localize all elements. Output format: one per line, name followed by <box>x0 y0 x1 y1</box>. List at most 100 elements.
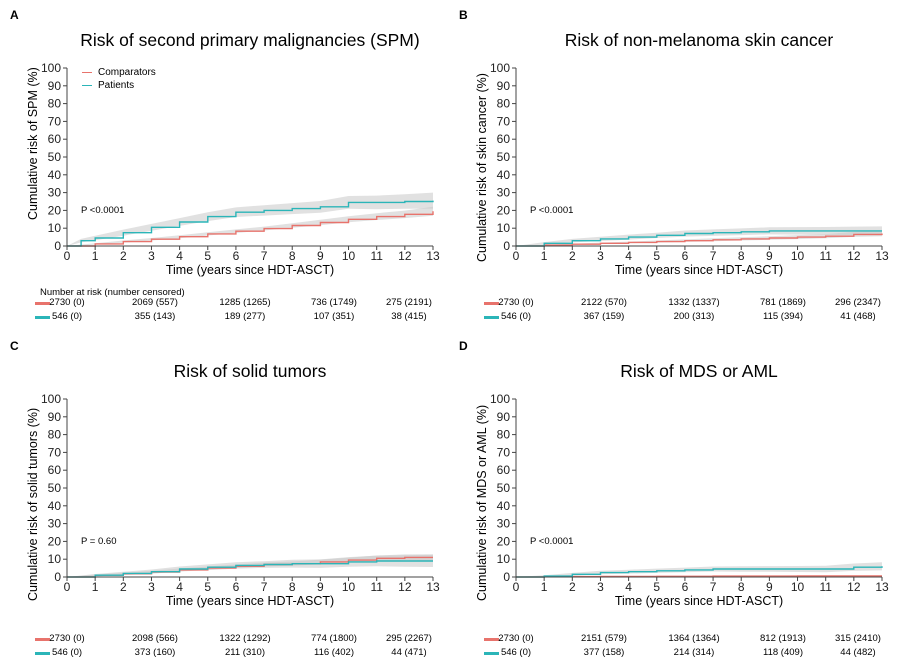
x-tick-label: 9 <box>766 580 773 594</box>
y-tick-label: 30 <box>497 186 511 200</box>
y-tick-label: 20 <box>497 203 511 217</box>
y-tick-label: 40 <box>497 499 511 513</box>
x-tick-label: 1 <box>541 249 548 263</box>
x-tick-label: 4 <box>176 580 183 594</box>
x-tick-label: 9 <box>317 580 324 594</box>
y-tick-label: 90 <box>497 79 511 93</box>
x-axis-label: Time (years since HDT-ASCT) <box>166 594 334 608</box>
y-tick-label: 100 <box>41 61 61 75</box>
series-line-patients <box>516 230 882 247</box>
x-tick-label: 7 <box>710 249 717 263</box>
risk-cell: 44 (482) <box>840 647 876 658</box>
x-tick-label: 13 <box>426 580 440 594</box>
y-tick-label: 10 <box>497 221 511 235</box>
risk-cell: 38 (415) <box>391 311 427 322</box>
confidence-band <box>67 192 433 246</box>
y-tick-label: 50 <box>497 481 511 495</box>
risk-cell: 367 (159) <box>583 311 625 322</box>
y-tick-label: 70 <box>497 445 511 459</box>
x-tick-label: 11 <box>370 249 383 263</box>
risk-row-comparators: 2730 (0) 2069 (557) 1285 (1265) 736 (174… <box>0 297 449 309</box>
y-tick-label: 100 <box>490 61 510 75</box>
x-axis-label: Time (years since HDT-ASCT) <box>615 594 783 608</box>
risk-cell: 373 (160) <box>134 647 176 658</box>
panel-c: C Risk of solid tumors Cumulative risk o… <box>0 331 449 661</box>
x-tick-label: 0 <box>513 580 520 594</box>
risk-swatch <box>484 316 499 319</box>
risk-cell: 118 (409) <box>763 647 803 658</box>
legend-label: Patients <box>98 80 135 91</box>
y-tick-label: 40 <box>48 168 62 182</box>
y-tick-label: 30 <box>48 517 62 531</box>
legend-label: Comparators <box>98 67 156 78</box>
x-tick-label: 4 <box>625 249 632 263</box>
y-tick-label: 60 <box>48 463 62 477</box>
x-tick-label: 11 <box>819 580 832 594</box>
x-tick-label: 7 <box>710 580 717 594</box>
x-tick-label: 8 <box>289 580 296 594</box>
chart-title: Risk of solid tumors <box>173 361 327 381</box>
p-value-label: P <0.0001 <box>81 205 124 216</box>
x-tick-label: 9 <box>317 249 324 263</box>
x-tick-label: 11 <box>370 580 383 594</box>
x-tick-label: 13 <box>875 249 889 263</box>
panel-b: B Risk of non-melanoma skin cancer Cumul… <box>449 0 898 330</box>
x-tick-label: 6 <box>682 249 689 263</box>
risk-cell: 189 (277) <box>224 311 266 322</box>
y-tick-label: 70 <box>48 114 62 128</box>
risk-swatch <box>35 316 50 319</box>
legend-item-comparators: Comparators <box>82 66 156 79</box>
series-line-patients <box>67 200 434 247</box>
y-tick-label: 70 <box>497 114 511 128</box>
x-tick-label: 5 <box>204 580 211 594</box>
risk-swatch <box>484 302 499 305</box>
y-tick-label: 70 <box>48 445 62 459</box>
y-tick-label: 80 <box>48 97 62 111</box>
y-tick-label: 50 <box>48 150 62 164</box>
y-tick-label: 0 <box>54 239 61 253</box>
risk-cell: 1332 (1337) <box>668 297 720 308</box>
y-tick-label: 0 <box>503 570 510 584</box>
y-tick-label: 100 <box>490 392 510 406</box>
risk-row-comparators: 2730 (0) 2098 (566) 1322 (1292) 774 (180… <box>0 633 449 645</box>
x-tick-label: 4 <box>176 249 183 263</box>
y-tick-label: 80 <box>497 428 511 442</box>
risk-swatch <box>35 652 50 655</box>
y-tick-label: 40 <box>48 499 62 513</box>
risk-swatch <box>484 638 499 641</box>
risk-swatch <box>35 638 50 641</box>
risk-cell: 44 (471) <box>391 647 427 658</box>
y-tick-label: 100 <box>41 392 61 406</box>
x-tick-label: 1 <box>92 580 99 594</box>
risk-cell: 2151 (579) <box>581 633 627 644</box>
risk-cell: 116 (402) <box>314 647 354 658</box>
x-tick-label: 6 <box>233 249 240 263</box>
risk-row-comparators: 2730 (0) 2122 (570) 1332 (1337) 781 (186… <box>449 297 898 309</box>
risk-cell: 2730 (0) <box>498 297 534 308</box>
risk-row-comparators: 2730 (0) 2151 (579) 1364 (1364) 812 (191… <box>449 633 898 645</box>
x-tick-label: 3 <box>148 580 155 594</box>
risk-cell: 211 (310) <box>225 647 265 658</box>
panel-letter: D <box>459 339 468 353</box>
x-tick-label: 1 <box>541 580 548 594</box>
risk-cell: 315 (2410) <box>835 633 881 644</box>
y-tick-label: 90 <box>497 410 511 424</box>
y-tick-label: 20 <box>48 203 62 217</box>
x-tick-label: 3 <box>148 249 155 263</box>
x-axis-label: Time (years since HDT-ASCT) <box>166 263 334 277</box>
chart-title: Risk of non-melanoma skin cancer <box>564 30 834 50</box>
risk-row-patients: 546 (0) 377 (158) 214 (314) 118 (409) 44… <box>449 647 898 659</box>
p-value-label: P <0.0001 <box>530 205 573 216</box>
y-tick-label: 60 <box>497 463 511 477</box>
y-tick-label: 10 <box>48 552 62 566</box>
y-tick-label: 90 <box>48 410 62 424</box>
x-tick-label: 0 <box>513 249 520 263</box>
risk-cell: 546 (0) <box>51 311 83 322</box>
x-tick-label: 5 <box>653 249 660 263</box>
x-tick-label: 12 <box>847 249 861 263</box>
risk-cell: 275 (2191) <box>386 297 432 308</box>
